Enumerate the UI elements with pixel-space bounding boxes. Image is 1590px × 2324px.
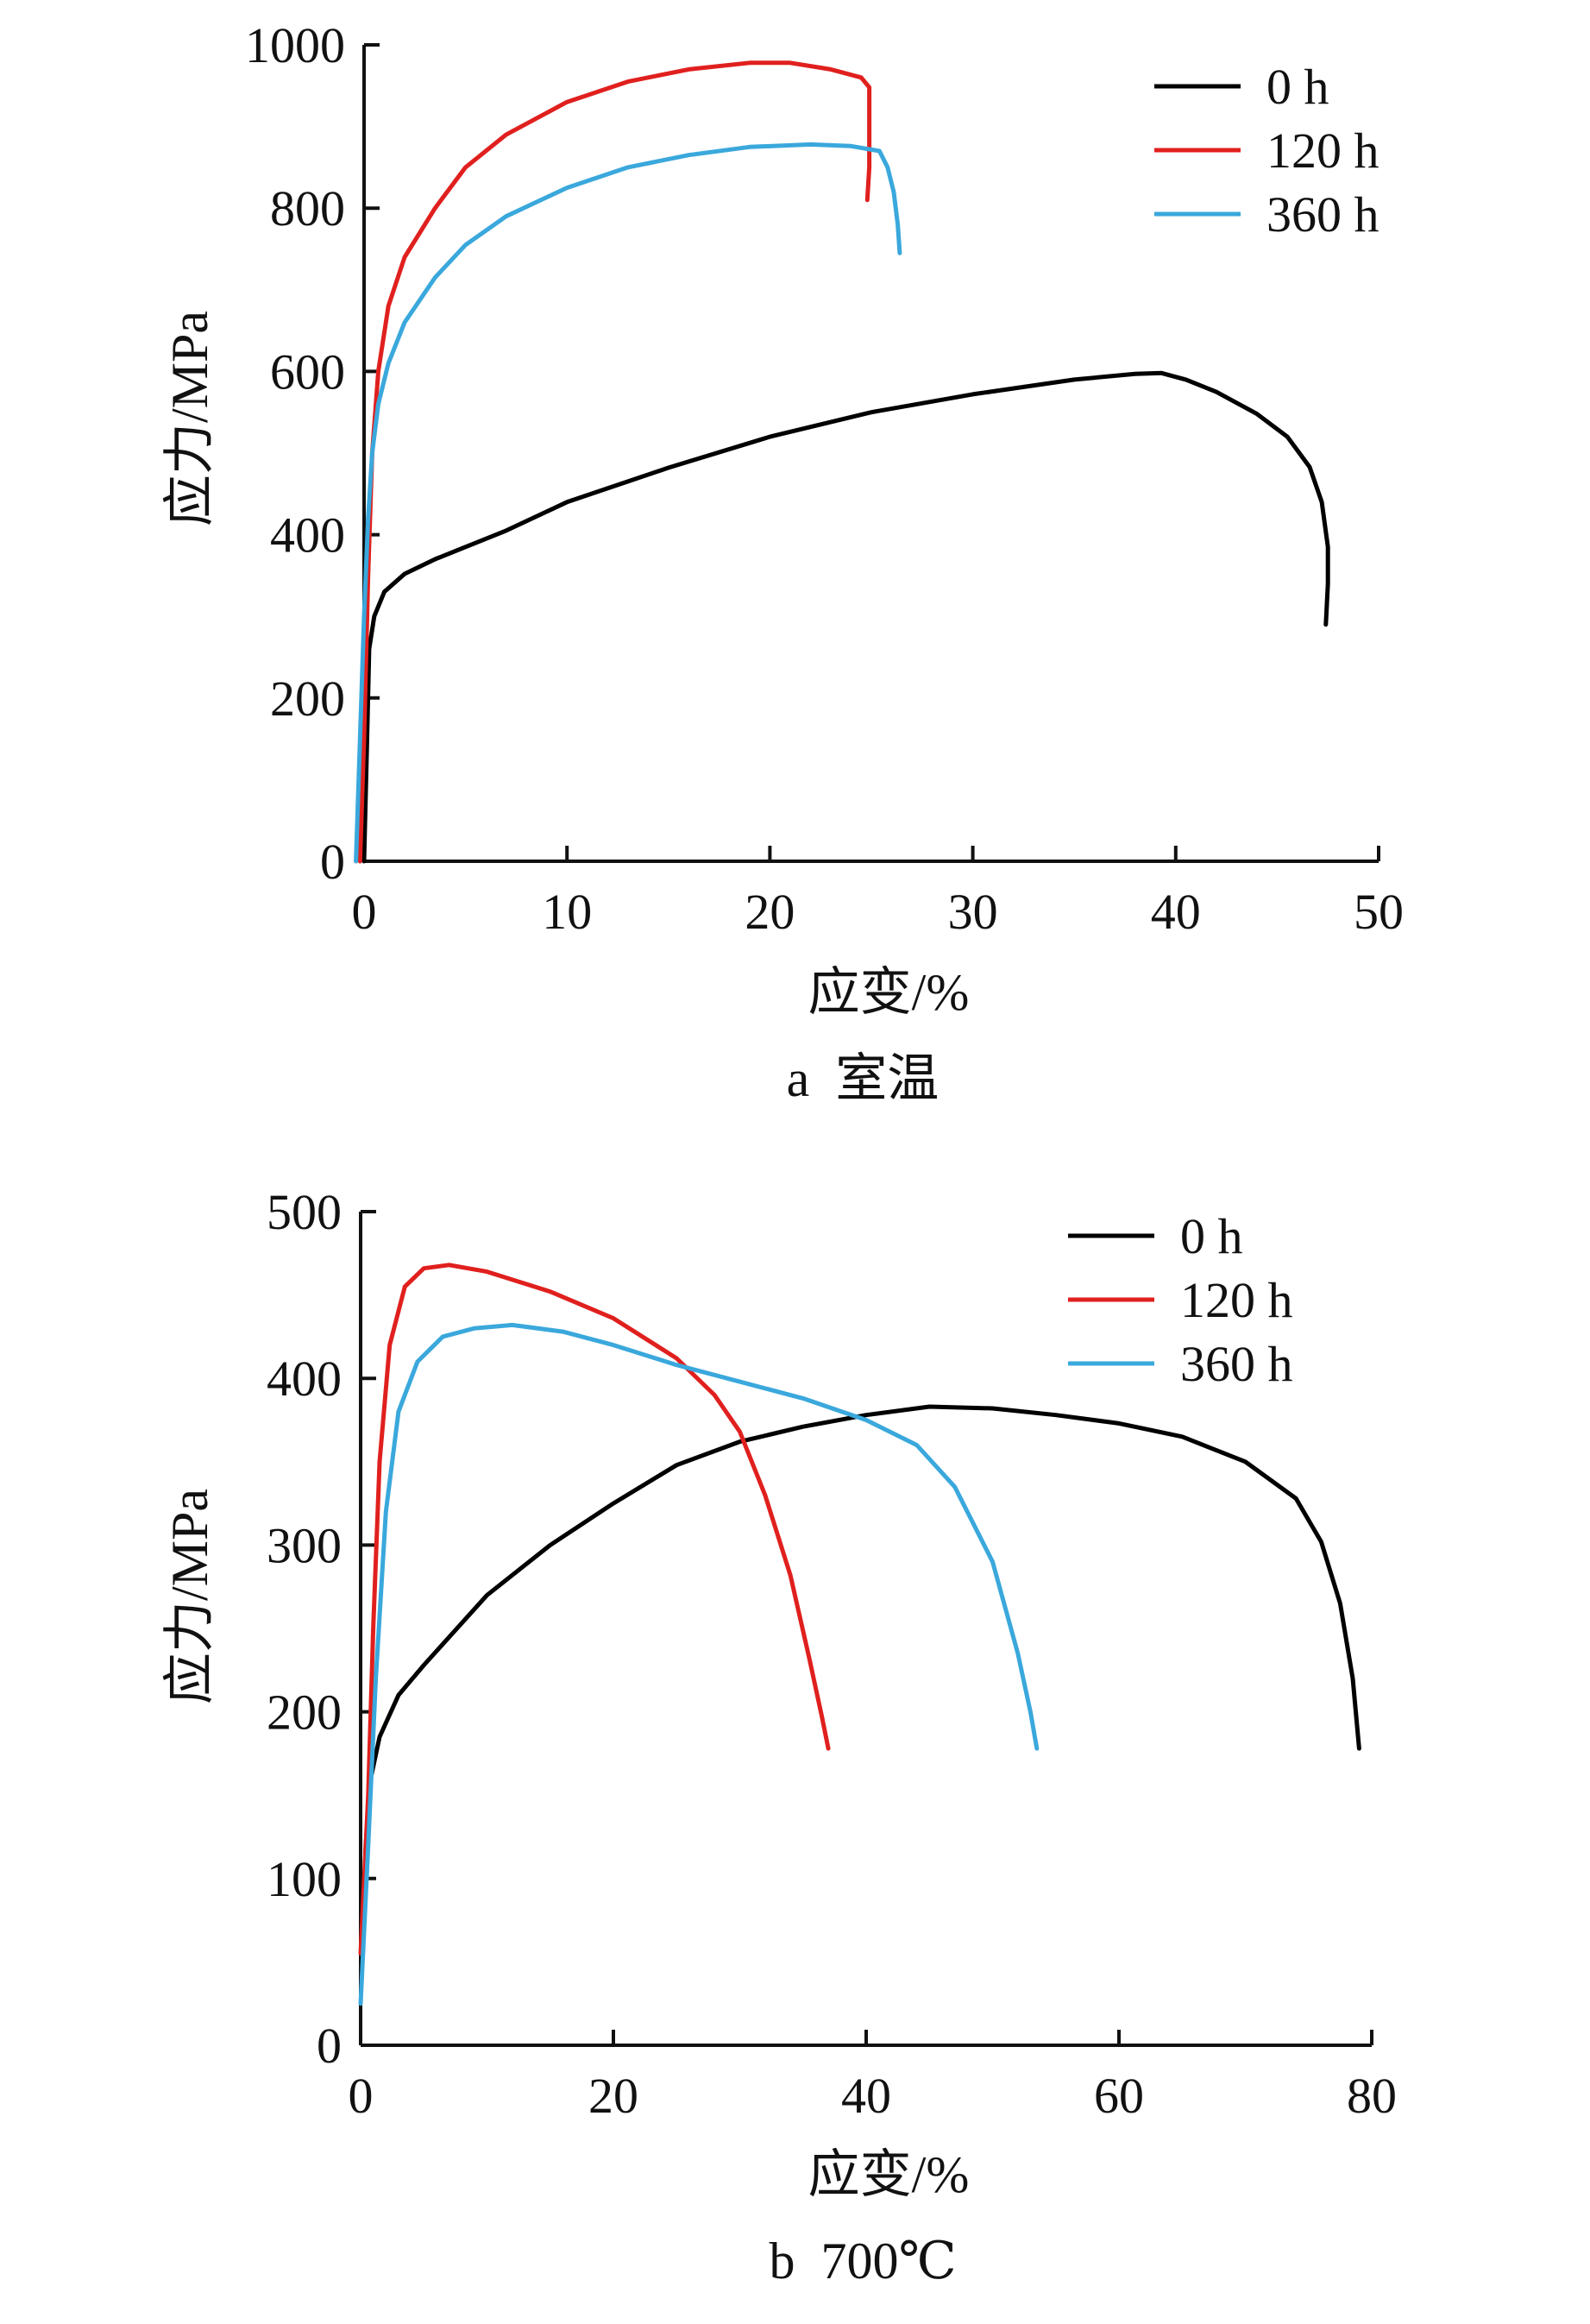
series-line-120h — [358, 1263, 831, 1956]
series-line-360h — [354, 142, 902, 864]
y-tick-label: 200 — [267, 1685, 342, 1741]
y-tick-label: 600 — [270, 343, 345, 400]
figure-caption: b 700℃ — [769, 2233, 956, 2289]
legend-label: 360 h — [1180, 1336, 1293, 1392]
y-tick-label: 200 — [270, 671, 345, 727]
legend-label: 0 h — [1266, 59, 1329, 115]
chart-panel-a: 应变/% 应力/MPa a 室温 0 10 20 30 40 50 0 200 400 600 80… — [161, 17, 1404, 1107]
legend-label: 360 h — [1266, 186, 1379, 242]
x-axis-title: 应变/% — [808, 964, 970, 1021]
x-tick-label: 80 — [1347, 2068, 1397, 2124]
series-line-0h — [361, 370, 1330, 864]
x-axis-title: 应变/% — [808, 2146, 970, 2203]
chart-panel-b: 应变/% 应力/MPa b 700℃ 0 20 40 60 80 0 100 200 300 40… — [161, 1184, 1397, 2289]
y-tick-label: 0 — [317, 2018, 342, 2074]
legend-label: 120 h — [1266, 123, 1379, 179]
x-tick-label: 60 — [1094, 2068, 1144, 2124]
legend-label: 0 h — [1180, 1208, 1243, 1264]
y-tick-label: 400 — [270, 507, 345, 564]
figure-caption: a 室温 — [787, 1050, 940, 1107]
series-line-0h — [360, 1404, 1361, 1973]
x-tick-label: 20 — [588, 2068, 638, 2124]
y-tick-label: 400 — [267, 1351, 342, 1407]
x-tick-label: 40 — [841, 2068, 891, 2124]
x-tick-label: 30 — [948, 884, 998, 940]
y-axis-title: 应力/MPa — [161, 311, 218, 526]
y-tick-label: 300 — [267, 1517, 342, 1573]
series-line-360h — [358, 1322, 1040, 2006]
y-tick-label: 800 — [270, 180, 345, 236]
x-tick-label: 40 — [1151, 884, 1201, 940]
x-tick-label: 50 — [1354, 884, 1404, 940]
x-tick-label: 0 — [352, 884, 377, 940]
y-tick-label: 100 — [267, 1851, 342, 1907]
x-tick-label: 0 — [349, 2068, 374, 2124]
legend-label: 120 h — [1180, 1272, 1293, 1328]
y-tick-label: 0 — [320, 834, 345, 890]
y-tick-label: 500 — [267, 1184, 342, 1240]
x-tick-label: 20 — [745, 884, 795, 940]
x-tick-label: 10 — [542, 884, 592, 940]
y-axis-title: 应力/MPa — [161, 1489, 218, 1704]
y-tick-label: 1000 — [245, 17, 345, 73]
